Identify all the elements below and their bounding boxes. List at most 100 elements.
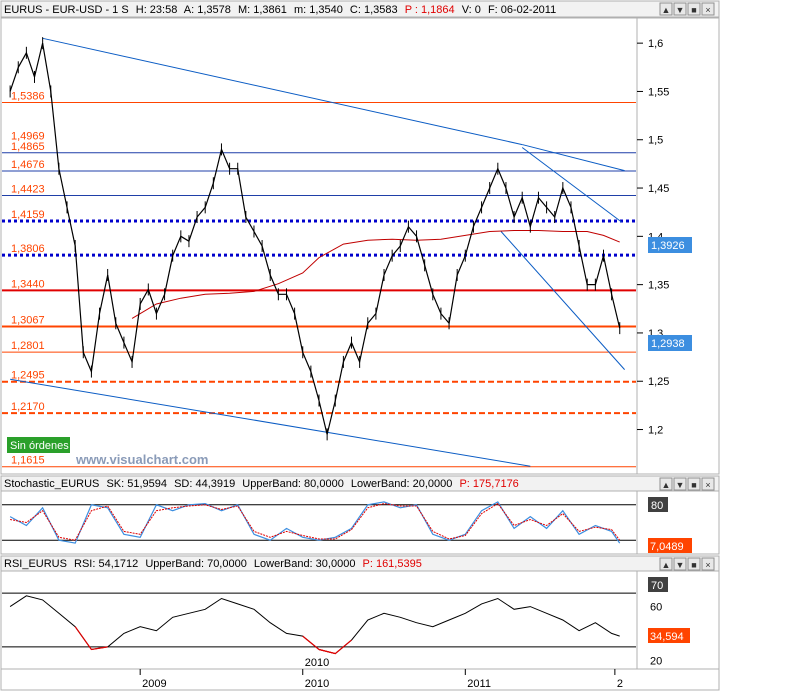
ma-line <box>131 230 620 319</box>
badge-upper: 1,3926 <box>648 237 692 253</box>
rsi-badge-value: 34,594 <box>648 628 690 643</box>
window-button-1[interactable]: ▼ <box>673 477 687 491</box>
badge-upper-bg <box>648 237 692 253</box>
header-a: A: 1,3578 <box>184 4 231 16</box>
window-button-bg <box>673 477 687 491</box>
level-label: 1,3067 <box>11 314 45 326</box>
rsi-badge-top-bg <box>648 577 668 592</box>
window-button-0[interactable]: ▲ <box>659 2 673 16</box>
window-button-bg <box>659 557 673 571</box>
window-button-glyph: ▼ <box>676 560 685 570</box>
x-axis-bar <box>0 668 720 691</box>
window-button-glyph: ■ <box>691 5 696 15</box>
window-button-glyph: × <box>705 5 710 15</box>
stoch-badge-value: 7,0489 <box>648 538 692 553</box>
window-button-1[interactable]: ▼ <box>673 2 687 16</box>
trendline <box>42 37 523 146</box>
window-button-glyph: ■ <box>691 480 696 490</box>
rsi-badge-top: 70 <box>648 577 668 592</box>
rsi-header-name: RSI_EURUS <box>4 558 67 570</box>
window-button-3[interactable]: × <box>701 477 715 491</box>
trendlines <box>10 37 625 467</box>
level-label: 1,5386 <box>11 90 45 102</box>
x-tick-label: 2010 <box>305 678 329 690</box>
y-tick-label: 1,25 <box>648 376 669 388</box>
window-button-3[interactable]: × <box>701 2 715 16</box>
stoch-header-lb: LowerBand: 20,0000 <box>351 478 453 490</box>
rsi-oversold-segment <box>74 626 108 651</box>
stoch-header-ub: UpperBand: 80,0000 <box>242 478 344 490</box>
header-h: H: 23:58 <box>136 4 178 16</box>
level-label: 1,2495 <box>11 370 45 382</box>
x-tick-label: 2009 <box>142 678 166 690</box>
rsi-header-p: P: 161,5395 <box>363 558 422 570</box>
window-button-glyph: × <box>705 480 710 490</box>
window-button-bg <box>687 557 701 571</box>
watermark: www.visualchart.com <box>75 452 208 467</box>
window-button-2[interactable]: ■ <box>687 477 701 491</box>
rsi-badge-value-text: 34,594 <box>650 631 684 643</box>
level-label: 1,4159 <box>11 209 45 221</box>
rsi-header-text: RSI_EURUS RSI: 54,1712 UpperBand: 70,000… <box>4 558 422 570</box>
window-button-bg <box>673 2 687 16</box>
orders-badge-text: Sin órdenes <box>10 440 69 452</box>
window-button-glyph: ▲ <box>662 480 671 490</box>
main-y-axis: 1,61,551,51,451,41,351,31,251,2 <box>637 38 669 437</box>
x-tick-label: 2011 <box>467 678 491 690</box>
stoch-lines <box>2 501 636 544</box>
window-button-glyph: × <box>705 560 710 570</box>
window-button-bg <box>701 477 715 491</box>
y-tick-label: 1,2 <box>648 425 663 437</box>
stoch-plot-area <box>0 490 638 555</box>
window-button-bg <box>687 477 701 491</box>
window-button-glyph: ▼ <box>676 480 685 490</box>
header-m: M: 1,3861 <box>238 4 287 16</box>
stoch-header-text: Stochastic_EURUS SK: 51,9594 SD: 44,3919… <box>4 478 519 490</box>
window-button-bg <box>659 2 673 16</box>
year-marker-2010: 2010 <box>305 657 329 669</box>
x-tick-label: 2 <box>617 678 623 690</box>
window-button-3[interactable]: × <box>701 557 715 571</box>
window-button-glyph: ▲ <box>662 5 671 15</box>
rsi-header-ub: UpperBand: 70,0000 <box>145 558 247 570</box>
rsi-panel: RSI_EURUS RSI: 54,1712 UpperBand: 70,000… <box>0 555 720 670</box>
rsi-lines <box>2 592 636 655</box>
header-v: V: 0 <box>462 4 481 16</box>
main-window-buttons: ▲ ▼ ■ × <box>659 2 715 16</box>
y-tick-label: 1,35 <box>648 280 669 292</box>
stoch-header-p: P: 175,7176 <box>459 478 518 490</box>
orders-badge-bg <box>7 437 70 453</box>
y-tick-label: 1,45 <box>648 183 669 195</box>
stoch-badge-top: 80 <box>648 497 668 512</box>
price-series <box>9 37 621 441</box>
x-axis: 2009 2010 2011 2 2010 <box>0 657 720 691</box>
level-label: 1,4423 <box>11 183 45 195</box>
trendline <box>521 147 622 223</box>
window-button-bg <box>687 2 701 16</box>
trendline <box>10 378 531 467</box>
window-button-bg <box>701 557 715 571</box>
window-button-0[interactable]: ▲ <box>659 557 673 571</box>
level-label: 1,4969 <box>11 131 45 143</box>
window-button-2[interactable]: ■ <box>687 557 701 571</box>
stoch-panel: Stochastic_EURUS SK: 51,9594 SD: 44,3919… <box>0 475 720 555</box>
window-button-2[interactable]: ■ <box>687 2 701 16</box>
window-button-0[interactable]: ▲ <box>659 477 673 491</box>
badge-lower-bg <box>648 335 692 351</box>
window-button-glyph: ▲ <box>662 560 671 570</box>
badge-lower: 1,2938 <box>648 335 692 351</box>
main-header-text: EURUS - EUR-USD - 1 S H: 23:58 A: 1,3578… <box>4 4 556 16</box>
main-header-bar <box>0 0 720 18</box>
stoch-sk-line <box>9 501 621 544</box>
window-button-bg <box>659 477 673 491</box>
level-label: 1,4676 <box>11 159 45 171</box>
rsi-tick-label: 20 <box>650 655 662 667</box>
level-label: 1,2801 <box>11 340 45 352</box>
window-button-1[interactable]: ▼ <box>673 557 687 571</box>
header-p: P : 1,1864 <box>405 4 455 16</box>
x-tick-labels: 2009 2010 2011 2 2010 <box>139 657 623 690</box>
header-symbol: EURUS - EUR-USD - 1 S <box>4 4 129 16</box>
orders-badge[interactable]: Sin órdenes <box>7 437 70 453</box>
